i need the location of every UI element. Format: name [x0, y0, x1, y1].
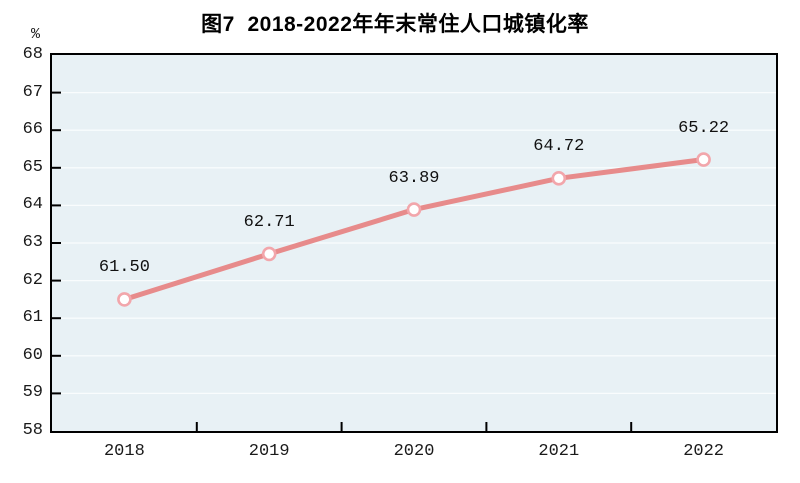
- x-axis-tick-label: 2020: [393, 442, 435, 461]
- data-point-value-label: 62.71: [243, 212, 295, 232]
- y-axis-tick-label: 59: [22, 383, 43, 403]
- data-point-marker: [696, 152, 711, 167]
- data-point-marker: [117, 292, 132, 307]
- line-chart-canvas: [52, 91, 776, 431]
- y-axis-tick-label: 58: [22, 421, 43, 440]
- x-axis-tick-label: 2018: [103, 442, 145, 461]
- y-axis-unit-label: %: [30, 26, 40, 43]
- data-point-marker: [261, 246, 277, 262]
- data-point-marker: [406, 202, 422, 217]
- y-axis-tick-label: 62: [22, 270, 43, 290]
- y-axis-tick-label: 60: [22, 345, 43, 365]
- x-axis-tick-label: 2019: [248, 442, 290, 461]
- y-axis-tick-label: 65: [22, 157, 43, 177]
- data-point-value-label: 65.22: [678, 118, 730, 138]
- y-axis-tick-label: 61: [22, 308, 43, 328]
- y-axis-tick-label: 66: [22, 120, 43, 140]
- plot-area: [50, 53, 778, 433]
- x-axis-tick-label: 2021: [538, 442, 580, 461]
- data-point-value-label: 61.50: [98, 258, 150, 278]
- data-point-value-label: 64.72: [533, 137, 585, 157]
- y-axis-tick-label: 67: [22, 82, 43, 102]
- y-axis-tick-label: 68: [22, 45, 43, 64]
- y-axis-tick-label: 64: [22, 195, 43, 215]
- data-point-value-label: 63.89: [388, 168, 440, 188]
- y-axis-tick-label: 63: [22, 233, 43, 252]
- chart-title: 图7 2018-2022年年末常住人口城镇化率: [201, 13, 589, 36]
- x-axis-tick-label: 2022: [683, 442, 724, 461]
- data-point-marker: [551, 171, 567, 186]
